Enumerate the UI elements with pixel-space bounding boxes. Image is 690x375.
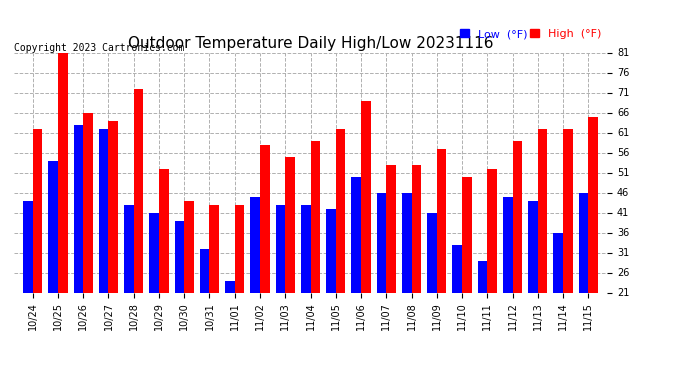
Bar	[437, 148, 446, 292]
Bar	[326, 209, 336, 292]
Bar	[402, 192, 411, 292]
Bar	[285, 156, 295, 292]
Bar	[513, 141, 522, 292]
Bar	[175, 220, 184, 292]
Bar	[386, 165, 396, 292]
Bar	[411, 165, 421, 292]
Bar	[589, 117, 598, 292]
Bar	[563, 129, 573, 292]
Bar	[210, 204, 219, 292]
Bar	[134, 88, 144, 292]
Text: Copyright 2023 Cartronics.com: Copyright 2023 Cartronics.com	[14, 43, 184, 53]
Bar	[275, 204, 285, 292]
Bar	[579, 192, 589, 292]
Bar	[58, 53, 68, 292]
Bar	[361, 100, 371, 292]
Bar	[23, 201, 32, 292]
Bar	[427, 213, 437, 292]
Bar	[538, 129, 547, 292]
Bar	[462, 177, 471, 292]
Bar	[553, 232, 563, 292]
Bar	[184, 201, 194, 292]
Bar	[310, 141, 320, 292]
Bar	[351, 177, 361, 292]
Bar	[528, 201, 538, 292]
Legend: Low  (°F), High  (°F): Low (°F), High (°F)	[460, 29, 602, 39]
Bar	[124, 204, 134, 292]
Bar	[159, 168, 168, 292]
Bar	[377, 192, 386, 292]
Bar	[74, 124, 83, 292]
Bar	[200, 249, 210, 292]
Bar	[108, 120, 118, 292]
Bar	[235, 204, 244, 292]
Bar	[150, 213, 159, 292]
Bar	[503, 196, 513, 292]
Bar	[453, 244, 462, 292]
Bar	[48, 160, 58, 292]
Bar	[225, 280, 235, 292]
Bar	[32, 129, 42, 292]
Bar	[477, 261, 487, 292]
Bar	[83, 112, 93, 292]
Bar	[336, 129, 346, 292]
Bar	[250, 196, 260, 292]
Bar	[99, 129, 108, 292]
Bar	[301, 204, 310, 292]
Bar	[260, 144, 270, 292]
Bar	[487, 168, 497, 292]
Title: Outdoor Temperature Daily High/Low 20231116: Outdoor Temperature Daily High/Low 20231…	[128, 36, 493, 51]
